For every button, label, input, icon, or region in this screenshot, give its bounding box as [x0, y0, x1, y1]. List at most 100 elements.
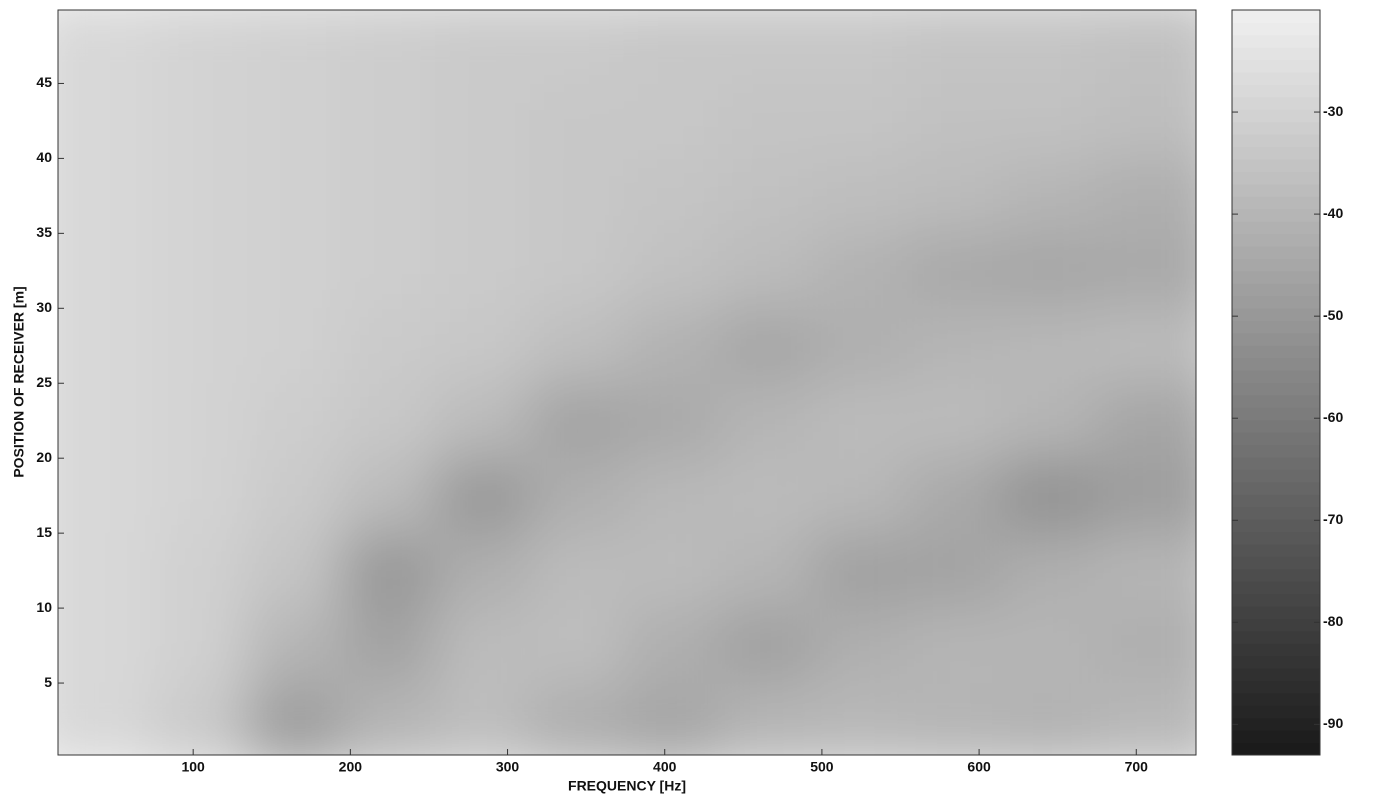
heatmap-cell — [907, 83, 1002, 158]
heatmap-cell — [247, 308, 342, 383]
colorbar-step — [1232, 656, 1320, 669]
colorbar-step — [1232, 469, 1320, 482]
heatmap-cell — [152, 0, 247, 84]
heatmap-cell — [27, 458, 153, 533]
colorbar-step — [1232, 109, 1320, 122]
heatmap-cell — [435, 533, 530, 608]
colorbar-step — [1232, 246, 1320, 259]
heatmap-cell — [530, 383, 625, 458]
heatmap-cell — [624, 608, 719, 683]
colorbar-step — [1232, 358, 1320, 371]
colorbar — [1232, 10, 1320, 756]
colorbar-tick-label: -90 — [1323, 715, 1343, 731]
colorbar-step — [1232, 85, 1320, 98]
colorbar-step — [1232, 35, 1320, 48]
heatmap-cell — [812, 233, 907, 308]
colorbar-step — [1232, 184, 1320, 197]
heatmap-cell — [530, 158, 625, 233]
heatmap-cell — [341, 383, 436, 458]
colorbar-step — [1232, 457, 1320, 470]
colorbar-step — [1232, 718, 1320, 731]
colorbar-tick-label: -70 — [1323, 511, 1343, 527]
heatmap-cell — [812, 608, 907, 683]
heatmap-cell — [27, 308, 153, 383]
colorbar-step — [1232, 743, 1320, 756]
heatmap-cell — [812, 0, 907, 84]
colorbar-step — [1232, 693, 1320, 706]
heatmap-cell — [624, 683, 719, 770]
colorbar-step — [1232, 544, 1320, 557]
heatmap-cell — [27, 608, 153, 683]
heatmap-cell — [152, 83, 247, 158]
heatmap-cell — [435, 308, 530, 383]
colorbar-step — [1232, 234, 1320, 247]
colorbar-step — [1232, 271, 1320, 284]
heatmap-cell — [718, 458, 813, 533]
heatmap-cell — [152, 383, 247, 458]
heatmap-cell — [27, 383, 153, 458]
heatmap-cell — [1095, 0, 1228, 84]
heatmap-cell — [247, 458, 342, 533]
heatmap-cell — [718, 533, 813, 608]
colorbar-step — [1232, 482, 1320, 495]
heatmap-cell — [1001, 308, 1096, 383]
heatmap-cell — [1095, 308, 1228, 383]
colorbar-step — [1232, 196, 1320, 209]
heatmap-cell — [1095, 83, 1228, 158]
heatmap-cells — [27, 0, 1228, 770]
heatmap-cell — [341, 683, 436, 770]
heatmap-cell — [624, 383, 719, 458]
y-tick-label: 40 — [36, 149, 52, 165]
heatmap-cell — [907, 683, 1002, 770]
heatmap-cell — [812, 83, 907, 158]
colorbar-step — [1232, 10, 1320, 23]
heatmap-cell — [247, 533, 342, 608]
colorbar-step — [1232, 345, 1320, 358]
heatmap-cell — [341, 533, 436, 608]
colorbar-step — [1232, 97, 1320, 110]
colorbar-tick-label: -60 — [1323, 409, 1343, 425]
colorbar-step — [1232, 618, 1320, 631]
heatmap-cell — [435, 383, 530, 458]
heatmap-cell — [718, 308, 813, 383]
x-tick-label: 600 — [967, 759, 991, 775]
colorbar-step — [1232, 147, 1320, 160]
heatmap-cell — [1095, 533, 1228, 608]
heatmap-cell — [718, 608, 813, 683]
heatmap-cell — [1095, 608, 1228, 683]
heatmap-cell — [435, 683, 530, 770]
colorbar-step — [1232, 681, 1320, 694]
colorbar-step — [1232, 320, 1320, 333]
heatmap-cell — [718, 158, 813, 233]
heatmap-cell — [530, 608, 625, 683]
heatmap-cell — [341, 308, 436, 383]
heatmap-cell — [1001, 683, 1096, 770]
chart: FREQUENCY [Hz] POSITION OF RECEIVER [m] … — [0, 0, 1376, 798]
heatmap-cell — [718, 83, 813, 158]
y-tick-label: 15 — [36, 524, 52, 540]
heatmap-cell — [1001, 158, 1096, 233]
heatmap-cell — [27, 683, 153, 770]
heatmap-cell — [624, 533, 719, 608]
colorbar-step — [1232, 221, 1320, 234]
colorbar-step — [1232, 209, 1320, 222]
heatmap-cell — [341, 83, 436, 158]
colorbar-step — [1232, 532, 1320, 545]
heatmap-cell — [907, 608, 1002, 683]
colorbar-step — [1232, 668, 1320, 681]
x-tick-label: 700 — [1125, 759, 1149, 775]
heatmap-cell — [341, 158, 436, 233]
heatmap-cell — [27, 0, 153, 84]
heatmap-cell — [530, 533, 625, 608]
heatmap-cell — [247, 158, 342, 233]
y-tick-label: 30 — [36, 299, 52, 315]
heatmap-cell — [1001, 458, 1096, 533]
heatmap-cell — [1095, 383, 1228, 458]
heatmap-cell — [1095, 158, 1228, 233]
heatmap-cell — [247, 0, 342, 84]
heatmap-cell — [907, 458, 1002, 533]
heatmap-cell — [1001, 0, 1096, 84]
heatmap-cell — [341, 458, 436, 533]
heatmap-cell — [624, 233, 719, 308]
heatmap-cell — [435, 158, 530, 233]
